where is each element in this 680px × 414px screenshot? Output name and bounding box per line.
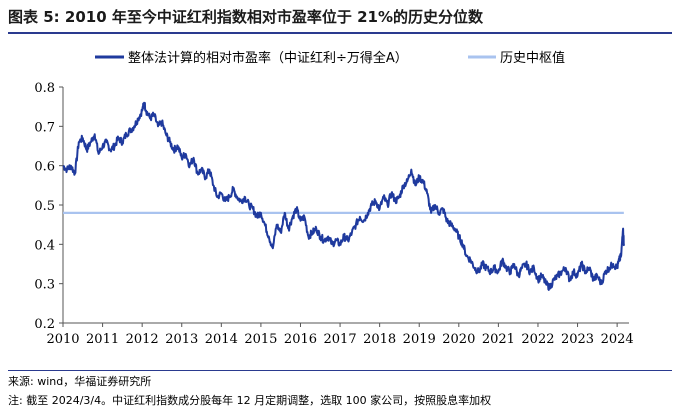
- x-tick-label: 2019: [403, 332, 436, 347]
- x-tick-label: 2023: [561, 332, 594, 347]
- y-tick-label: 0.3: [34, 278, 55, 293]
- x-tick-label: 2012: [126, 332, 159, 347]
- x-tick-label: 2021: [482, 332, 515, 347]
- axes: 0.2 0.3 0.4 0.5 0.6 0.7 0.8 2010 2011 2012 2013 201…: [34, 81, 633, 347]
- x-tick-label: 2011: [86, 332, 119, 347]
- y-tick-label: 0.6: [34, 160, 55, 175]
- footer-divider: [8, 370, 672, 371]
- footnote: 注: 截至 2024/3/4。中证红利指数成分股每年 12 月定期调整，选取 1…: [8, 394, 492, 407]
- y-tick-label: 0.7: [34, 120, 55, 135]
- x-tick-label: 2022: [521, 332, 554, 347]
- y-tick-label: 0.4: [34, 238, 55, 253]
- title-divider: [8, 32, 672, 34]
- y-tick-label: 0.2: [34, 317, 55, 332]
- x-tick-label: 2020: [442, 332, 475, 347]
- legend-label-relative-pe: 整体法计算的相对市盈率（中证红利÷万得全A）: [128, 50, 408, 66]
- x-tick-label: 2010: [46, 332, 79, 347]
- x-tick-label: 2024: [601, 332, 634, 347]
- x-tick-label: 2013: [165, 332, 198, 347]
- x-tick-label: 2016: [284, 332, 317, 347]
- source-note: 来源: wind，华福证券研究所: [8, 375, 152, 388]
- chart-title: 图表 5: 2010 年至今中证红利指数相对市盈率位于 21%的历史分位数: [8, 8, 483, 26]
- x-tick-label: 2014: [205, 332, 238, 347]
- chart-canvas: 整体法计算的相对市盈率（中证红利÷万得全A） 历史中枢值 0.20.30.40.…: [34, 50, 633, 347]
- legend-label-median: 历史中枢值: [500, 50, 565, 66]
- series-relative-pe-line: [62, 101, 625, 291]
- y-tick-label: 0.5: [34, 199, 55, 214]
- x-tick-label: 2015: [244, 332, 277, 347]
- x-tick-label: 2017: [324, 332, 357, 347]
- plot-area: [62, 101, 625, 291]
- x-tick-label: 2018: [363, 332, 396, 347]
- y-tick-label: 0.8: [34, 81, 55, 96]
- legend: 整体法计算的相对市盈率（中证红利÷万得全A） 历史中枢值: [95, 50, 565, 66]
